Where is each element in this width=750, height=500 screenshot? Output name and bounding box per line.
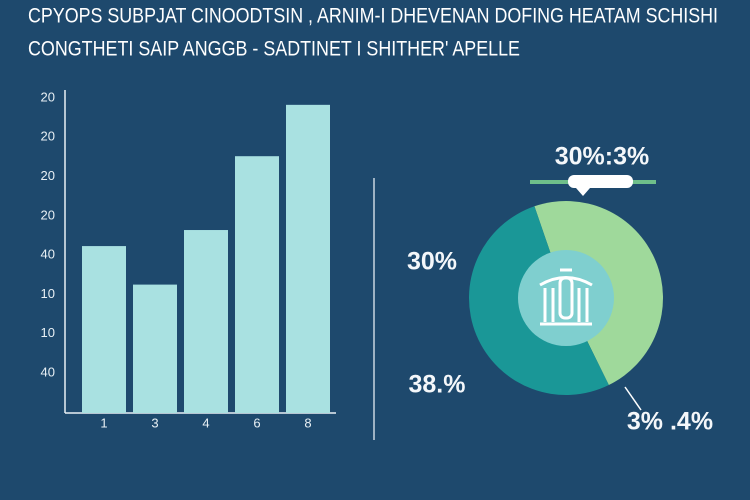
y-tick-label: 20 [41,129,55,144]
callout-box [568,175,633,188]
bar [286,104,330,413]
annotation: 30% [407,248,457,276]
x-tick-label: 6 [253,415,260,430]
leader-line [624,386,642,411]
title: CPYOPS SUBPJAT CINOODTSIN , ARNIM-I DHEV… [28,5,718,28]
subtitle: CONGTHETI SAIP ANGGB - SADTINET I SHITHE… [28,38,520,61]
y-tick-label: 20 [41,168,55,183]
donut-center [518,250,614,346]
bar [82,246,126,413]
x-tick-label: 1 [100,415,107,430]
x-tick-label: 3 [151,415,158,430]
y-tick-label: 10 [41,286,55,301]
x-tick-label: 4 [202,415,209,430]
y-tick-label: 20 [41,207,55,222]
y-tick-label: 20 [41,89,55,104]
y-tick-label: 40 [41,364,55,379]
callout-pointer [576,188,590,196]
bar [133,284,177,413]
bar [235,156,279,413]
annotation: 38.% [409,371,466,399]
annotation: 30%:3% [555,143,650,171]
icon [539,268,593,326]
x-tick-label: 8 [304,415,311,430]
y-tick-label: 40 [41,247,55,262]
bar [184,230,228,413]
y-tick-label: 10 [41,325,55,340]
annotation: 3% .4% [627,408,713,436]
